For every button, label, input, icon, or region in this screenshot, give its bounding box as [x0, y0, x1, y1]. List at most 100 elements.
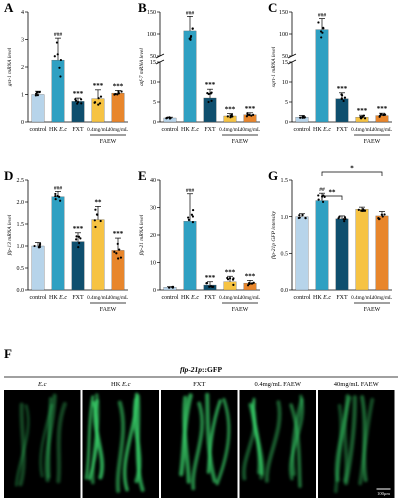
bar-hkec — [183, 30, 197, 123]
data-point — [187, 216, 190, 219]
gfp-worm — [14, 404, 30, 487]
data-point — [191, 221, 195, 224]
x-tick-label: FXT — [336, 127, 348, 133]
y-tick-label: 2.5 — [17, 178, 25, 184]
data-point — [207, 100, 210, 104]
data-point — [321, 200, 325, 203]
y-tick-label: 1 — [21, 93, 24, 99]
y-tick-label: 0 — [153, 120, 156, 126]
y-tick-label: 1.0 — [17, 244, 25, 250]
data-point — [59, 199, 62, 202]
data-point — [246, 112, 249, 115]
gfp-worm — [206, 399, 222, 474]
data-point — [80, 102, 83, 105]
x-tick-label: 0.4mg/mL — [219, 295, 241, 301]
image-label-part: HK — [111, 381, 122, 388]
x-tick-label: control — [162, 127, 179, 133]
data-point — [74, 99, 78, 102]
bar-04mgml — [91, 219, 105, 291]
y-tick-label: 15 — [282, 60, 288, 66]
y-tick-label: 10 — [282, 80, 288, 86]
data-point — [302, 115, 305, 118]
y-tick-label: 1.5 — [17, 222, 25, 228]
data-point — [212, 285, 215, 288]
bar-40mgml — [111, 92, 125, 123]
data-point — [99, 219, 102, 223]
data-point — [232, 277, 235, 280]
data-point — [317, 21, 320, 24]
bar-fxt — [335, 218, 349, 291]
gfp-worm — [88, 400, 99, 481]
data-point — [78, 241, 81, 245]
data-point — [118, 248, 121, 251]
y-tick-label: 0.0 — [281, 288, 289, 294]
data-point — [190, 213, 194, 216]
bar-hkec — [183, 221, 197, 291]
data-point — [80, 98, 83, 101]
bar-04mgml — [91, 98, 105, 123]
y-axis-label: sqrt-1 mRNA level — [271, 46, 277, 87]
comparison-label: * — [350, 165, 354, 173]
group-label: FAEW — [100, 307, 117, 313]
data-point — [94, 208, 97, 211]
worm-group — [333, 394, 375, 494]
x-tick-label: 40mg/mL — [372, 295, 392, 301]
data-point — [77, 246, 80, 249]
data-point — [76, 100, 80, 104]
data-point — [38, 91, 41, 94]
data-point — [209, 92, 212, 95]
data-point — [344, 217, 347, 221]
gfp-worm — [290, 397, 304, 477]
gfp-worm — [46, 396, 53, 479]
significance-label: *** — [113, 82, 124, 90]
y-tick-label: 150 — [147, 10, 156, 16]
image-label-part: E.c — [121, 381, 131, 388]
bar-fxt — [71, 241, 85, 291]
significance-label: ## — [319, 187, 325, 193]
data-point — [208, 285, 211, 288]
data-point — [362, 208, 365, 211]
gfp-micrograph — [4, 390, 81, 498]
data-point — [119, 256, 123, 259]
x-tick-label: FXT — [336, 295, 348, 301]
data-point — [252, 113, 255, 116]
y-tick-label: 50 — [150, 54, 156, 60]
data-point — [187, 218, 190, 221]
data-point — [36, 90, 39, 94]
data-point — [191, 208, 195, 212]
data-point — [248, 113, 251, 117]
data-point — [99, 95, 103, 98]
image-label: 0.4mg/mL FAEW — [254, 381, 301, 388]
bar-40mgml — [111, 250, 125, 291]
gfp-worm — [205, 392, 217, 483]
data-point — [116, 242, 119, 245]
significance-label: ** — [95, 198, 103, 206]
panel-letter: B — [138, 0, 147, 15]
significance-label: *** — [377, 105, 388, 113]
data-point — [56, 53, 59, 56]
image-label: 40mg/mL FAEW — [334, 381, 380, 388]
data-point — [36, 94, 39, 97]
worm-group — [242, 394, 305, 488]
y-tick-label: 100 — [279, 32, 288, 38]
x-tick-label: 40mg/mL — [108, 127, 128, 133]
significance-label: ### — [318, 13, 327, 19]
image-label: HK E.c — [111, 381, 131, 388]
comparison-label: ** — [329, 189, 337, 197]
comparison-bracket — [321, 171, 383, 176]
y-tick-label: 5 — [153, 100, 156, 106]
x-tick-label: 40mg/mL — [240, 127, 260, 133]
gfp-worm — [18, 402, 26, 487]
y-axis-label: gst-1 mRNA level — [7, 47, 13, 86]
data-point — [245, 115, 248, 118]
x-tick-label: FXT — [204, 127, 216, 133]
y-axis-label: flp-13 mRNA level — [6, 214, 13, 255]
data-point — [357, 208, 360, 211]
y-tick-label: 1.0 — [281, 215, 289, 221]
data-point — [231, 115, 234, 118]
bar-40mgml — [375, 115, 389, 123]
gfp-worm — [215, 397, 231, 486]
